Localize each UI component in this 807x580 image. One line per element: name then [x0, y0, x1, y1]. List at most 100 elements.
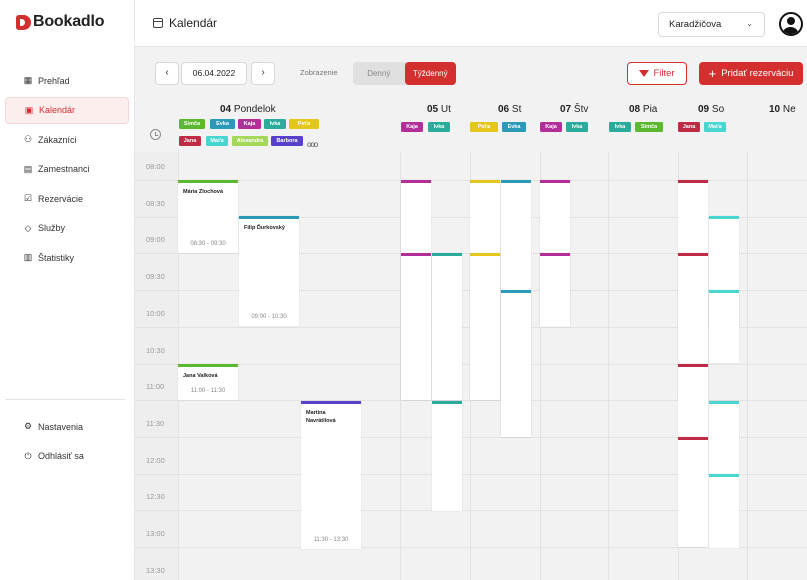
day-header-06[interactable]: 06 St [498, 104, 521, 115]
staff-tag[interactable]: Maťa [206, 136, 228, 146]
day-header-08[interactable]: 08 Pia [629, 104, 657, 115]
sidebar-item-label: Služby [38, 223, 66, 233]
time-slot-line [135, 400, 807, 401]
time-label: 09:30 [146, 272, 165, 281]
staff-tag[interactable]: Simča [635, 122, 663, 132]
sidebar-item-gear[interactable]: ⚙ Nastavenia [5, 413, 129, 440]
reservation-event[interactable] [678, 437, 708, 547]
reservation-event[interactable] [678, 364, 708, 437]
event-time: 09:00 - 10:30 [251, 314, 287, 320]
staff-icon: ▤ [23, 163, 33, 174]
reservation-event[interactable]: Filip Ďurkovský 09:00 - 10:30 [239, 216, 299, 326]
staff-tag[interactable]: Jana [179, 136, 201, 146]
reservation-event[interactable] [709, 474, 739, 548]
sidebar-item-chart[interactable]: ▥ Štatistiky [5, 244, 129, 271]
day-header-10[interactable]: 10 Ne [769, 104, 796, 115]
sidebar-item-users[interactable]: ⚇ Zákazníci [5, 126, 129, 153]
time-slot-line [135, 474, 807, 475]
reservation-event[interactable] [401, 253, 431, 400]
location-select[interactable]: Karadžičova ⌄ [658, 12, 765, 37]
staff-tag[interactable]: Evka [210, 119, 235, 129]
day-number: 06 [498, 104, 510, 115]
event-color-bar [401, 180, 431, 183]
staff-tag[interactable]: Kaja [540, 122, 562, 132]
sidebar-item-power[interactable]: ⏻ Odhlásiť sa [5, 443, 129, 470]
event-color-bar [678, 437, 708, 440]
staff-tag[interactable]: Peťa [289, 119, 319, 129]
sidebar-item-label: Kalendár [39, 105, 76, 115]
more-tags-button[interactable]: ooo [307, 140, 318, 149]
event-color-bar [709, 216, 739, 219]
sidebar-item-label: Prehľad [38, 75, 70, 86]
user-avatar-icon[interactable] [779, 12, 803, 36]
plus-icon: + [708, 65, 717, 81]
staff-tag[interactable]: Evka [502, 122, 526, 132]
staff-tag[interactable]: Jana [678, 122, 700, 132]
day-header-09[interactable]: 09 So [698, 104, 724, 115]
day-header-04[interactable]: 04 Pondelok [220, 104, 276, 115]
staff-tag[interactable]: Ivka [428, 122, 450, 132]
day-number: 09 [698, 104, 710, 115]
sidebar-item-grid[interactable]: ▦ Prehľad [5, 67, 129, 94]
chevron-left-icon: ‹ [165, 67, 169, 78]
staff-tag[interactable]: Maťa [704, 122, 726, 132]
sidebar-item-box[interactable]: ◇ Služby [5, 215, 129, 242]
date-picker[interactable]: 06.04.2022 [181, 62, 247, 85]
sidebar-nav: ▦ Prehľad ▣ Kalendár ⚇ Zákazníci ▤ Zamestnanci ☑… [5, 67, 129, 274]
staff-tag[interactable]: Ivka [566, 122, 588, 132]
staff-tag[interactable]: Ivka [609, 122, 631, 132]
reservation-event[interactable] [432, 401, 462, 511]
event-customer-name: Filip Ďurkovský [244, 225, 285, 231]
filter-button[interactable]: Filter [627, 62, 687, 85]
time-column [135, 152, 178, 580]
app-logo[interactable]: Bookadlo [16, 13, 104, 31]
reservation-event[interactable] [540, 253, 570, 326]
sidebar-item-label: Zákazníci [38, 134, 77, 145]
reservation-event[interactable] [501, 290, 531, 437]
calendar-icon [153, 18, 163, 28]
day-name: St [509, 104, 522, 115]
reservation-event[interactable]: Jana Valková 11:00 - 11:30 [178, 364, 238, 400]
reservation-event[interactable] [470, 253, 500, 400]
users-icon: ⚇ [23, 134, 33, 144]
staff-tag[interactable]: Barbora [271, 136, 303, 146]
reservation-event[interactable] [709, 290, 739, 363]
sidebar-item-staff[interactable]: ▤ Zamestnanci [5, 156, 129, 183]
sidebar-item-label: Rezervácie [38, 193, 84, 204]
staff-tag[interactable]: Kaja [401, 122, 423, 132]
event-color-bar [709, 290, 739, 293]
staff-tag[interactable]: Peťa [470, 122, 498, 132]
time-label: 13:30 [146, 566, 165, 575]
staff-tag[interactable]: Kaja [238, 119, 261, 129]
view-weekly-button[interactable]: Týždenný [404, 62, 456, 85]
staff-tag[interactable]: Ivka [264, 119, 286, 129]
event-color-bar [301, 401, 361, 404]
view-daily-button[interactable]: Denný [367, 69, 391, 78]
sidebar-item-reservation[interactable]: ☑ Rezervácie [5, 185, 129, 212]
staff-tag[interactable]: Alexandra [232, 136, 268, 146]
event-color-bar [501, 290, 531, 293]
event-color-bar [540, 180, 570, 183]
day-header-05[interactable]: 05 Ut [427, 104, 451, 115]
app-name: Bookadlo [33, 13, 105, 30]
time-label: 11:30 [146, 419, 165, 428]
event-color-bar [678, 253, 708, 256]
reservation-event[interactable] [678, 253, 708, 363]
time-label: 12:30 [146, 492, 165, 501]
funnel-icon [639, 70, 650, 77]
page-title-text: Kalendár [169, 16, 218, 30]
staff-tag[interactable]: Simča [179, 119, 205, 129]
add-reservation-button[interactable]: + Pridať rezerváciu [699, 62, 803, 85]
reservation-event[interactable] [432, 253, 462, 400]
reservation-event[interactable] [709, 401, 739, 474]
view-label: Zobrazenie [300, 68, 338, 77]
next-week-button[interactable]: › [251, 62, 275, 85]
day-header-07[interactable]: 07 Štv [560, 104, 588, 115]
prev-week-button[interactable]: ‹ [155, 62, 179, 85]
event-color-bar [432, 401, 462, 404]
sidebar-item-calendar[interactable]: ▣ Kalendár [5, 96, 129, 124]
reservation-event[interactable]: Martina Navrátilová 11:30 - 13:30 [301, 401, 361, 549]
event-color-bar [678, 180, 708, 183]
event-color-bar [678, 364, 708, 367]
reservation-event[interactable]: Mária Zlochová 08:30 - 09:30 [178, 180, 238, 253]
